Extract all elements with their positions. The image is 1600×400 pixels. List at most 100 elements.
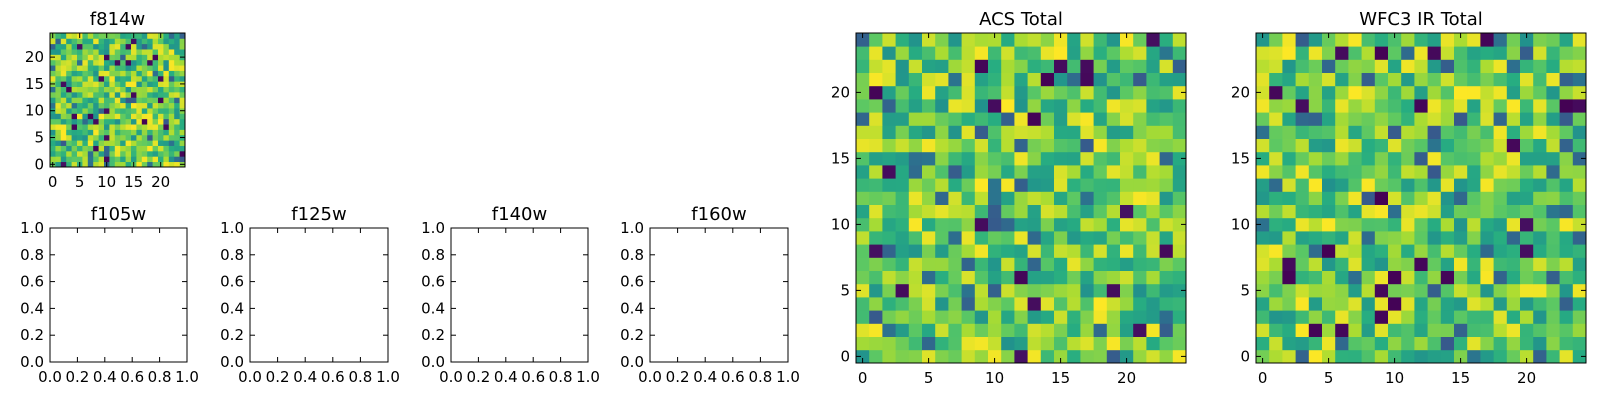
heatmap-cell xyxy=(1159,336,1174,351)
heatmap-cell xyxy=(1001,112,1015,126)
heatmap-cell xyxy=(1146,59,1160,73)
heatmap-cell xyxy=(1440,178,1455,192)
heatmap-cell xyxy=(1546,283,1560,298)
heatmap-cell xyxy=(66,75,72,82)
heatmap-cell xyxy=(1001,165,1015,179)
heatmap-cell xyxy=(1040,310,1055,324)
heatmap-cell xyxy=(136,113,143,120)
heatmap-cell xyxy=(882,46,896,60)
heatmap-cell xyxy=(1282,217,1296,232)
heatmap-cell xyxy=(1427,270,1442,285)
heatmap-cell xyxy=(1282,59,1296,73)
heatmap-cell xyxy=(104,134,110,141)
x-tick-label: 0.8 xyxy=(748,368,772,386)
heatmap-cell xyxy=(60,70,67,77)
heatmap-cell xyxy=(1335,283,1349,298)
heatmap-cell xyxy=(948,297,962,311)
heatmap-cell xyxy=(1480,217,1494,232)
heatmap-cell xyxy=(1159,85,1174,100)
heatmap-cell xyxy=(163,145,170,152)
heatmap-cell xyxy=(1040,33,1055,47)
heatmap-cell xyxy=(1054,99,1068,113)
heatmap-cell xyxy=(163,33,170,39)
heatmap-cell xyxy=(82,49,89,55)
heatmap-cell xyxy=(869,99,883,113)
heatmap-cell xyxy=(174,140,180,146)
heatmap-cell xyxy=(988,191,1002,205)
heatmap-cell xyxy=(1454,46,1468,60)
heatmap-cell xyxy=(1414,336,1428,351)
heatmap-cell xyxy=(55,81,62,87)
y-tick-label: 0.8 xyxy=(620,246,644,264)
y-tick-label: 5 xyxy=(840,281,850,299)
heatmap-cell xyxy=(93,102,99,109)
heatmap-cell xyxy=(1080,112,1094,126)
heatmap-cell xyxy=(869,125,883,139)
heatmap-cell xyxy=(152,65,159,71)
heatmap-cell xyxy=(1014,204,1028,219)
heatmap-cell xyxy=(147,134,153,141)
y-tick-label: 5 xyxy=(34,129,44,147)
heatmap-cell xyxy=(168,75,175,82)
heatmap-cell xyxy=(948,349,962,364)
heatmap-cell xyxy=(1546,112,1560,126)
heatmap-cell xyxy=(882,165,896,179)
heatmap-cell xyxy=(1172,125,1187,139)
heatmap-cell xyxy=(1308,138,1323,153)
heatmap-cell xyxy=(1454,204,1468,219)
heatmap-cell xyxy=(1533,125,1547,139)
heatmap-cell xyxy=(1014,165,1028,179)
heatmap-cell xyxy=(974,72,989,87)
heatmap-cell xyxy=(152,81,159,87)
heatmap-cell xyxy=(1335,323,1349,337)
heatmap-cell xyxy=(1106,244,1121,258)
heatmap-cell xyxy=(1295,59,1310,73)
heatmap-cell xyxy=(158,113,164,120)
heatmap-cell xyxy=(174,134,180,141)
heatmap-cell xyxy=(125,38,132,45)
heatmap-cell xyxy=(922,112,936,126)
heatmap-cell xyxy=(1401,217,1415,232)
heatmap-cell xyxy=(163,113,170,120)
heatmap-cell xyxy=(1414,46,1428,60)
heatmap-cell xyxy=(908,283,923,298)
heatmap-cell xyxy=(1427,217,1442,232)
heatmap-cell xyxy=(1308,270,1323,285)
heatmap-cell xyxy=(1282,138,1296,153)
heatmap-cell xyxy=(882,59,896,73)
heatmap-cell xyxy=(1093,217,1108,232)
heatmap-cell xyxy=(1361,244,1376,258)
heatmap-cell xyxy=(136,156,143,163)
heatmap-cell xyxy=(1014,112,1028,126)
heatmap-cell xyxy=(125,134,132,141)
heatmap-cell xyxy=(1335,231,1349,245)
heatmap-cell xyxy=(131,65,137,71)
heatmap-cell xyxy=(1546,310,1560,324)
heatmap-cell xyxy=(1080,165,1094,179)
heatmap-cell xyxy=(1106,33,1121,47)
y-tick-label: 15 xyxy=(1231,149,1250,167)
heatmap-cell xyxy=(988,270,1002,285)
heatmap-cell xyxy=(1322,310,1336,324)
heatmap-cell xyxy=(1493,72,1508,87)
heatmap-cell xyxy=(1480,72,1494,87)
heatmap-cell xyxy=(856,231,870,245)
heatmap-cell xyxy=(922,59,936,73)
heatmap-cell xyxy=(1146,257,1160,271)
heatmap-cell xyxy=(1335,270,1349,285)
heatmap-cell xyxy=(1454,270,1468,285)
heatmap-cell xyxy=(1414,323,1428,337)
heatmap-cell xyxy=(1106,310,1121,324)
heatmap-cell xyxy=(131,59,137,66)
heatmap-cell xyxy=(1282,244,1296,258)
heatmap-cell xyxy=(71,161,78,168)
heatmap-cell xyxy=(1093,33,1108,47)
heatmap-cell xyxy=(1454,231,1468,245)
y-tick-label: 20 xyxy=(831,83,850,101)
heatmap-cell xyxy=(895,85,910,100)
heatmap-cell xyxy=(1133,138,1147,153)
heatmap-cell xyxy=(1348,310,1362,324)
heatmap-cell xyxy=(1348,59,1362,73)
heatmap-cell xyxy=(1308,231,1323,245)
heatmap-cell xyxy=(174,86,180,93)
